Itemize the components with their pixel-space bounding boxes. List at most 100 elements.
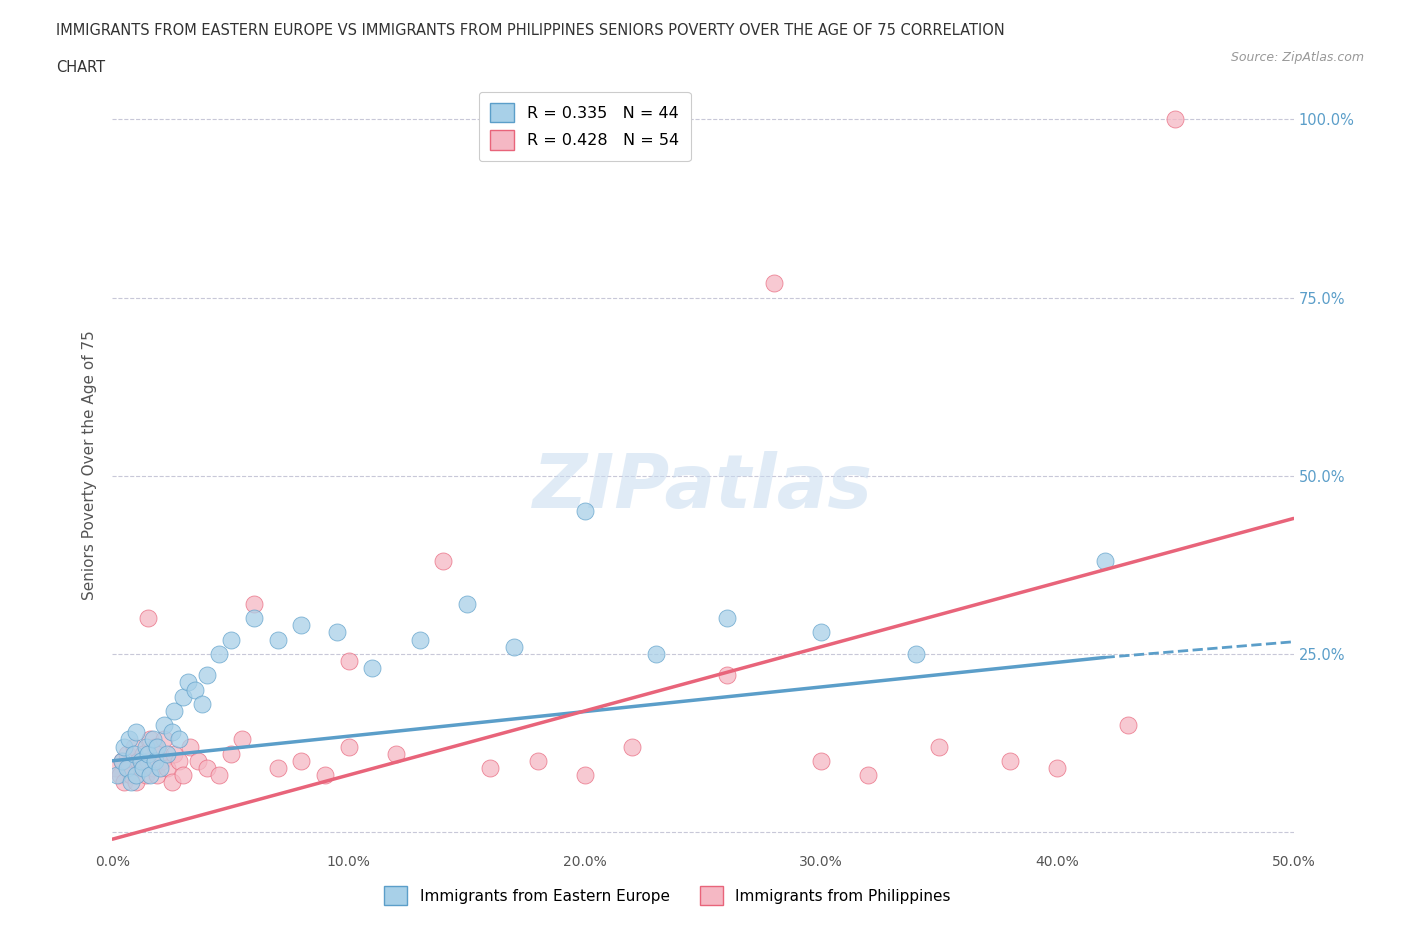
Point [314, 767, 336, 782]
Point [139, 732, 162, 747]
Point [125, 775, 148, 790]
Point [574, 767, 596, 782]
Point [156, 761, 179, 776]
Point [108, 767, 131, 782]
Point [810, 753, 832, 768]
Point [104, 761, 127, 776]
Point [858, 767, 880, 782]
Point [928, 739, 950, 754]
Point [172, 689, 194, 704]
Point [118, 732, 141, 747]
Point [191, 697, 214, 711]
Point [135, 767, 157, 782]
Point [337, 739, 360, 754]
Point [267, 632, 290, 647]
Point [195, 761, 218, 776]
Point [129, 753, 152, 768]
Point [231, 732, 253, 747]
Point [479, 761, 502, 776]
Point [243, 611, 266, 626]
Point [153, 718, 176, 733]
Y-axis label: Seniors Poverty Over the Age of 75: Seniors Poverty Over the Age of 75 [82, 330, 97, 600]
Point [112, 739, 135, 754]
Point [456, 596, 478, 611]
Text: IMMIGRANTS FROM EASTERN EUROPE VS IMMIGRANTS FROM PHILIPPINES SENIORS POVERTY OV: IMMIGRANTS FROM EASTERN EUROPE VS IMMIGR… [56, 23, 1005, 38]
Point [146, 739, 169, 754]
Point [120, 775, 142, 790]
Point [219, 746, 242, 761]
Point [716, 611, 738, 626]
Point [160, 724, 183, 739]
Text: CHART: CHART [56, 60, 105, 75]
Point [149, 746, 172, 761]
Point [1164, 112, 1187, 126]
Point [385, 746, 408, 761]
Point [127, 753, 149, 768]
Point [526, 753, 548, 768]
Point [132, 761, 155, 776]
Point [115, 746, 138, 761]
Point [156, 746, 179, 761]
Point [267, 761, 290, 776]
Point [1046, 761, 1069, 776]
Text: Source: ZipAtlas.com: Source: ZipAtlas.com [1230, 51, 1364, 64]
Point [574, 504, 596, 519]
Point [132, 746, 155, 761]
Point [998, 753, 1021, 768]
Point [139, 767, 162, 782]
Point [810, 625, 832, 640]
Point [904, 646, 927, 661]
Point [135, 739, 157, 754]
Point [621, 739, 644, 754]
Point [1094, 553, 1116, 568]
Point [122, 739, 145, 754]
Point [432, 553, 454, 568]
Point [142, 732, 165, 747]
Point [503, 639, 526, 654]
Point [153, 732, 176, 747]
Point [136, 753, 159, 768]
Point [111, 753, 134, 768]
Point [149, 761, 172, 776]
Point [150, 753, 173, 768]
Point [122, 746, 145, 761]
Point [112, 775, 135, 790]
Point [186, 753, 208, 768]
Point [644, 646, 666, 661]
Point [326, 625, 349, 640]
Point [115, 761, 138, 776]
Point [179, 739, 201, 754]
Point [290, 618, 312, 632]
Point [125, 724, 148, 739]
Point [177, 675, 200, 690]
Point [408, 632, 430, 647]
Point [136, 746, 159, 761]
Point [243, 596, 266, 611]
Point [716, 668, 738, 683]
Point [184, 682, 207, 697]
Point [762, 276, 785, 291]
Point [136, 611, 159, 626]
Point [208, 767, 231, 782]
Text: ZIPatlas: ZIPatlas [533, 451, 873, 525]
Point [163, 703, 186, 718]
Point [129, 761, 152, 776]
Point [195, 668, 218, 683]
Point [208, 646, 231, 661]
Point [167, 732, 190, 747]
Point [337, 654, 360, 669]
Point [143, 739, 166, 754]
Point [142, 761, 165, 776]
Point [167, 753, 190, 768]
Point [105, 767, 128, 782]
Point [118, 761, 141, 776]
Point [160, 775, 183, 790]
Point [290, 753, 312, 768]
Point [172, 767, 194, 782]
Point [219, 632, 242, 647]
Point [111, 753, 134, 768]
Point [143, 753, 166, 768]
Point [146, 767, 169, 782]
Point [120, 767, 142, 782]
Legend: Immigrants from Eastern Europe, Immigrants from Philippines: Immigrants from Eastern Europe, Immigran… [378, 881, 957, 911]
